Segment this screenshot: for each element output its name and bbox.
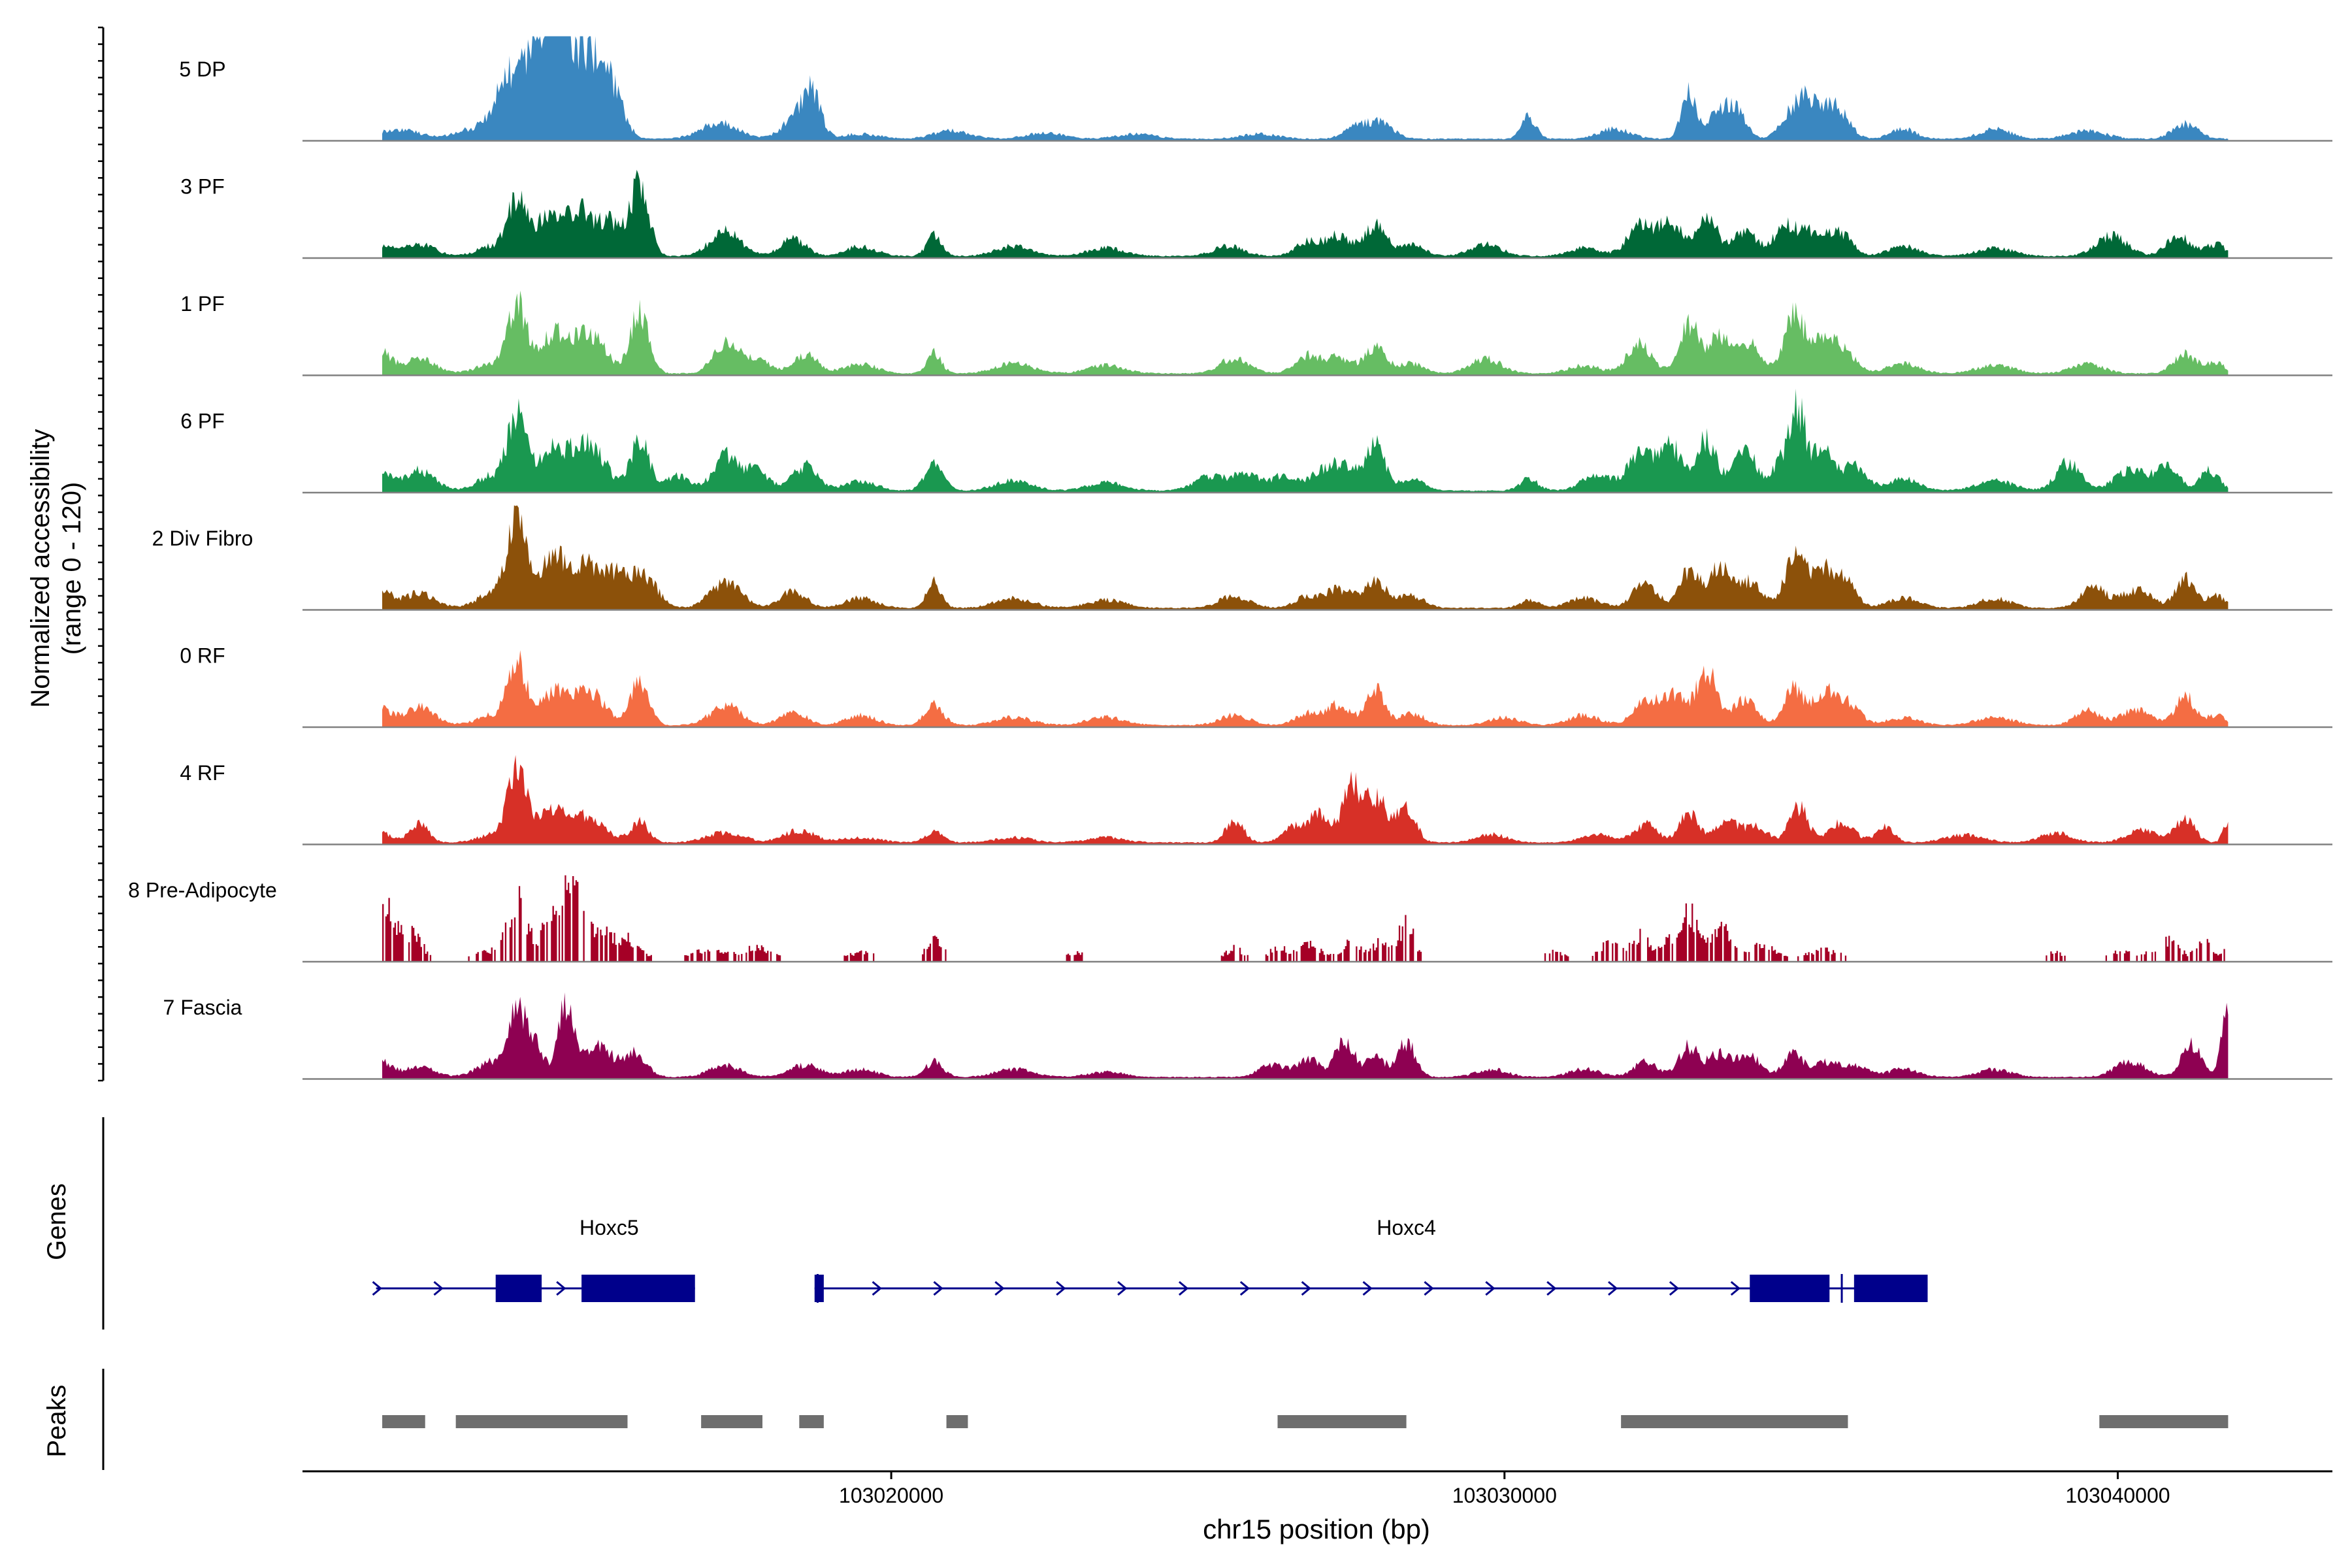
x-tick-label: 103030000 (1452, 1484, 1557, 1507)
strand-arrow (372, 1281, 382, 1296)
gene-hoxc4: Hoxc4 (814, 1216, 1928, 1302)
strand-arrow (872, 1281, 882, 1296)
x-tick-label: 103020000 (839, 1484, 943, 1507)
coverage-area (382, 169, 2229, 258)
x-axis: 103020000 103030000 103040000 chr15 positi… (302, 1470, 2332, 1544)
strand-arrow (1424, 1281, 1434, 1296)
peak-region (946, 1415, 968, 1428)
track-label: 8 Pre-Adipocyte (128, 878, 277, 902)
genes-panel: Genes Hoxc5 Hoxc4 (42, 1117, 1928, 1330)
strand-arrow (1117, 1281, 1128, 1296)
track-8-pre-adipocyte: 8 Pre-Adipocyte (128, 875, 2332, 963)
strand-arrow (1669, 1281, 1680, 1296)
peaks-panel-label: Peaks (42, 1384, 71, 1457)
track-1-pf: 1 PF (180, 290, 2332, 376)
exon (581, 1275, 695, 1302)
strand-arrow (933, 1281, 943, 1296)
x-tick-label: 103040000 (2065, 1484, 2170, 1507)
exon (1750, 1275, 1830, 1302)
coverage-area (382, 650, 2229, 727)
peak-region (701, 1415, 763, 1428)
peak-region (2099, 1415, 2229, 1428)
peaks-panel: Peaks (42, 1369, 2229, 1470)
strand-arrow (1301, 1281, 1312, 1296)
coverage-area (382, 875, 2230, 962)
track-5-dp: 5 DP (179, 36, 2332, 142)
genes-panel-label: Genes (42, 1183, 71, 1260)
track-6-pf: 6 PF (180, 389, 2332, 494)
gene-label: Hoxc5 (580, 1216, 639, 1239)
coverage-area (382, 36, 2229, 141)
y-axis-title: Normalized accessibility (range 0 - 120) (26, 429, 86, 708)
track-label: 1 PF (180, 292, 225, 316)
gene-label: Hoxc4 (1377, 1216, 1436, 1239)
strand-arrow (433, 1281, 444, 1296)
track-label: 5 DP (179, 57, 225, 81)
strand-arrow (1485, 1281, 1495, 1296)
x-axis-title: chr15 position (bp) (1203, 1514, 1430, 1544)
track-7-fascia: 7 Fascia (163, 992, 2332, 1080)
track-4-rf: 4 RF (180, 755, 2332, 845)
strand-arrow (1730, 1281, 1741, 1296)
exon (1854, 1275, 1928, 1302)
gene-hoxc5: Hoxc5 (372, 1216, 695, 1302)
coverage-tracks: 5 DP 3 PF 1 PF 6 PF 2 Div Fibro 0 RF 4 RF 8 Pre… (128, 36, 2332, 1080)
y-axis-title-line2: (range 0 - 120) (57, 482, 86, 655)
strand-arrow (994, 1281, 1005, 1296)
track-2-div-fibro: 2 Div Fibro (152, 505, 2332, 611)
strand-arrow (1546, 1281, 1557, 1296)
peak-region (1277, 1415, 1407, 1428)
strand-arrow (1178, 1281, 1189, 1296)
track-label: 6 PF (180, 409, 225, 433)
peak-region (382, 1415, 425, 1428)
coverage-area (382, 992, 2229, 1079)
peak-region (455, 1415, 628, 1428)
strand-arrow (1608, 1281, 1618, 1296)
track-label: 3 PF (180, 174, 225, 198)
coverage-area (382, 505, 2229, 610)
strand-arrow (1362, 1281, 1373, 1296)
exon (814, 1275, 824, 1302)
coverage-area (382, 755, 2229, 845)
track-3-pf: 3 PF (180, 169, 2332, 259)
track-label: 4 RF (180, 761, 225, 785)
y-axis (98, 26, 105, 1082)
strand-arrow (556, 1281, 566, 1296)
y-axis-title-line1: Normalized accessibility (26, 429, 55, 708)
track-0-rf: 0 RF (180, 644, 2332, 728)
peak-region (799, 1415, 824, 1428)
track-label: 7 Fascia (163, 996, 242, 1019)
strand-arrow (1056, 1281, 1066, 1296)
coverage-area (382, 389, 2229, 493)
strand-arrow (1239, 1281, 1250, 1296)
exon (495, 1275, 542, 1302)
peak-region (1621, 1415, 1848, 1428)
track-label: 0 RF (180, 644, 225, 667)
track-label: 2 Div Fibro (152, 527, 253, 550)
coverage-area (382, 290, 2229, 376)
